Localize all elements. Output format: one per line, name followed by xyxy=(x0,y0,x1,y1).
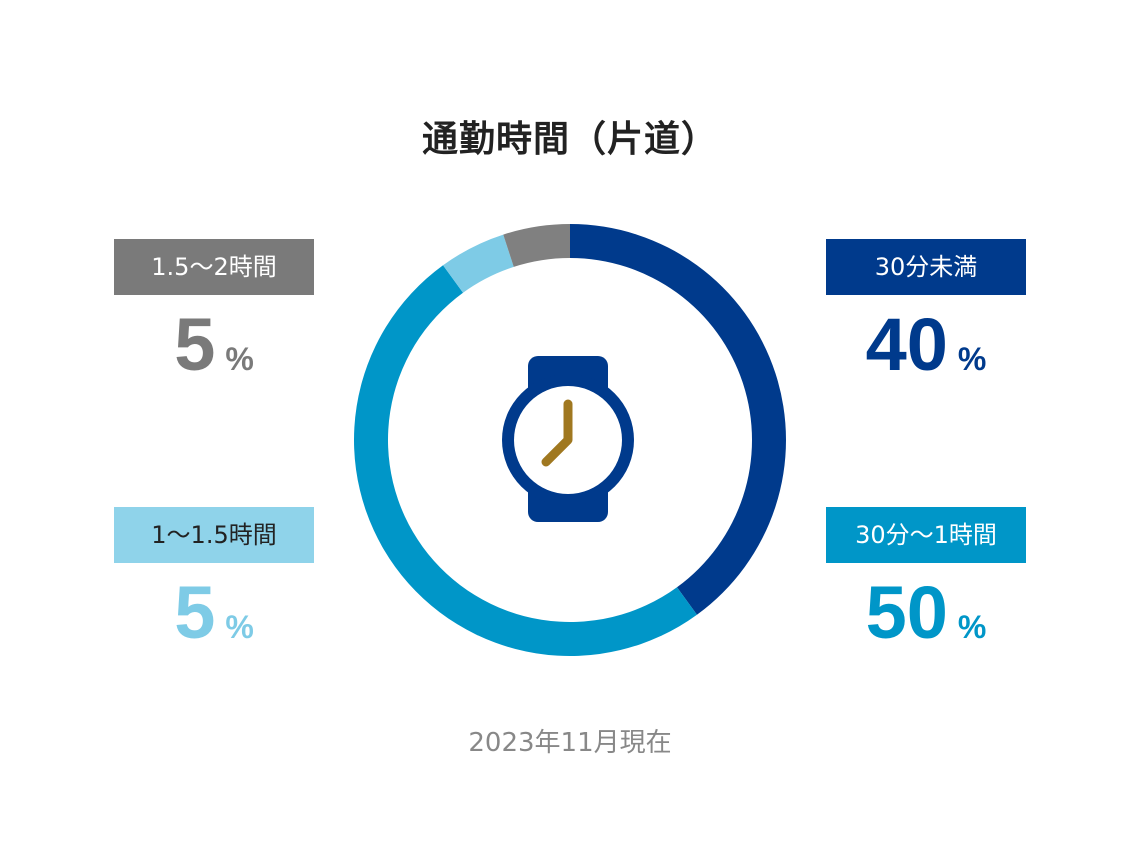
legend-item-under-30-minutes: 30分未満 40% xyxy=(826,239,1026,385)
legend-percent-sign: % xyxy=(225,609,254,645)
watch-hands xyxy=(541,399,573,467)
legend-item-1-5-to-2-hours: 1.5〜2時間 5% xyxy=(114,239,314,385)
donut-chart xyxy=(354,224,786,656)
legend-label: 30分〜1時間 xyxy=(826,507,1026,563)
legend-percentage-number: 40 xyxy=(865,303,948,386)
donut-slice-1 xyxy=(570,224,786,615)
legend-label: 30分未満 xyxy=(826,239,1026,295)
legend-value: 50% xyxy=(826,573,1026,653)
legend-percent-sign: % xyxy=(957,609,987,645)
donut-slice-2 xyxy=(354,265,697,656)
legend-percentage-number: 5 xyxy=(174,571,216,654)
legend-label: 1〜1.5時間 xyxy=(114,507,314,563)
legend-item-1-to-1-5-hours: 1〜1.5時間 5% xyxy=(114,507,314,653)
chart-title: 通勤時間（片道） xyxy=(421,119,718,160)
legend-value: 5% xyxy=(114,573,314,653)
legend-value: 5% xyxy=(114,305,314,385)
wristwatch-icon xyxy=(502,356,634,522)
legend-item-30-minutes-to-1-hour: 30分〜1時間 50% xyxy=(826,507,1026,653)
legend-label: 1.5〜2時間 xyxy=(114,239,314,295)
legend-percentage-number: 5 xyxy=(174,303,216,386)
donut-slice-3 xyxy=(443,234,514,293)
donut-slice-4 xyxy=(503,224,570,267)
footnote-date: 2023年11月現在 xyxy=(468,728,672,758)
legend-percentage-number: 50 xyxy=(865,571,948,654)
legend-percent-sign: % xyxy=(957,341,987,377)
legend-value: 40% xyxy=(826,305,1026,385)
legend-percent-sign: % xyxy=(225,341,254,377)
